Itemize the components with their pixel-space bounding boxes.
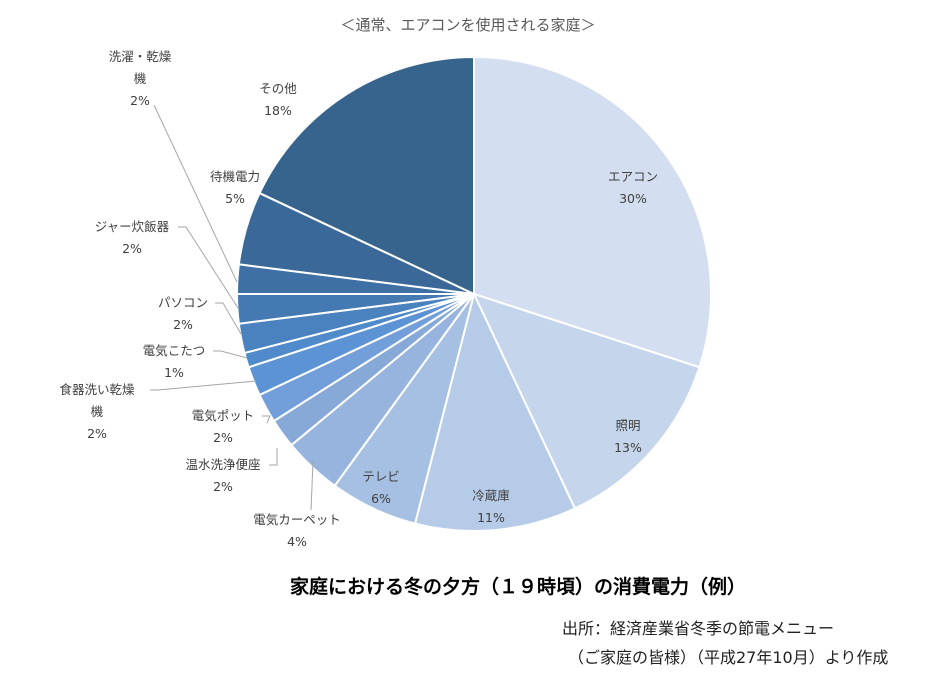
slice-1-label: エアコン 30% [608,169,658,206]
slice-2-wedge [472,292,701,510]
slice-9-percent: 1% [164,365,184,380]
slice-4-name: テレビ [362,469,400,484]
slice-14-percent: 18% [264,103,292,118]
slice-10-label: パソコン 2% [158,295,208,332]
slice-7-label: 電気ポット 2% [192,408,255,445]
slice-3-label: 冷蔵庫 11% [472,488,510,525]
slice-11-leader-line [178,226,239,309]
slice-8-name: 機 [91,404,104,419]
slice-6-name: 温水洗浄便座 [185,457,260,472]
slice-5-leader-line [310,461,314,511]
pie-slices [235,55,712,532]
slice-12-percent: 2% [130,93,150,108]
slice-labels: エアコン 30% 照明 13% 冷蔵庫 11% テレビ 6% 電気カーペット 4% 温水洗浄便座 2%… [59,49,658,549]
slice-4-label: テレビ 6% [362,469,400,506]
slice-8-name: 食器洗い乾燥 [59,382,135,397]
slice-7-name: 電気ポット [192,408,255,423]
source-line-2: （ご家庭の皆様）（平成27年10月）より作成 [568,648,888,667]
chart-subtitle: ＜通常、エアコンを使用される家庭＞ [340,16,595,34]
slice-1-wedge [473,55,712,369]
slice-6-leader-line [269,448,278,466]
slice-6-label: 温水洗浄便座 2% [185,457,260,494]
slice-11-label: ジャー炊飯器 2% [95,219,170,256]
slice-13-label: 待機電力 5% [210,169,260,206]
slice-14-label: その他 18% [259,81,297,118]
slice-9-label: 電気こたつ 1% [143,343,206,380]
slice-12-label: 洗濯・乾燥機 2% [109,49,172,108]
slice-8-label: 食器洗い乾燥機 2% [59,382,135,441]
slice-7-leader-line [262,415,271,424]
slice-13-percent: 5% [225,191,245,206]
slice-9-name: 電気こたつ [143,343,206,358]
slice-14-wedge [258,55,475,296]
slice-1-name: エアコン [608,169,658,184]
slice-12-name: 洗濯・乾燥 [109,49,172,64]
slice-10-leader-line [215,302,242,335]
chart-title: 家庭における冬の夕方（１９時頃）の消費電力（例） [290,575,746,598]
slice-5-label: 電気カーペット 4% [253,512,341,549]
slice-2-name: 照明 [615,418,640,433]
slice-10-name: パソコン [158,295,208,310]
slice-7-percent: 2% [213,430,233,445]
slice-11-name: ジャー炊飯器 [95,219,170,234]
slice-1-percent: 30% [619,191,647,206]
slice-3-wedge [413,291,577,532]
slice-12-name: 機 [134,71,147,86]
slice-5-name: 電気カーペット [253,512,341,527]
slice-2-label: 照明 13% [614,418,642,455]
slice-8-leader-line [150,380,257,391]
slice-3-percent: 11% [477,510,505,525]
slice-13-name: 待機電力 [210,169,260,184]
slice-12-leader-line [153,104,238,283]
slice-6-percent: 2% [213,479,233,494]
slice-9-leader-line [213,350,248,359]
slice-3-name: 冷蔵庫 [472,488,510,503]
slice-5-percent: 4% [287,534,307,549]
slice-4-percent: 6% [371,491,391,506]
slice-10-percent: 2% [173,317,193,332]
slice-2-percent: 13% [614,440,642,455]
slice-11-percent: 2% [122,241,142,256]
source-line-1: 出所：経済産業省冬季の節電メニュー [562,619,834,638]
slice-14-name: その他 [259,81,297,96]
leader-lines [150,104,314,511]
slice-8-percent: 2% [87,426,107,441]
